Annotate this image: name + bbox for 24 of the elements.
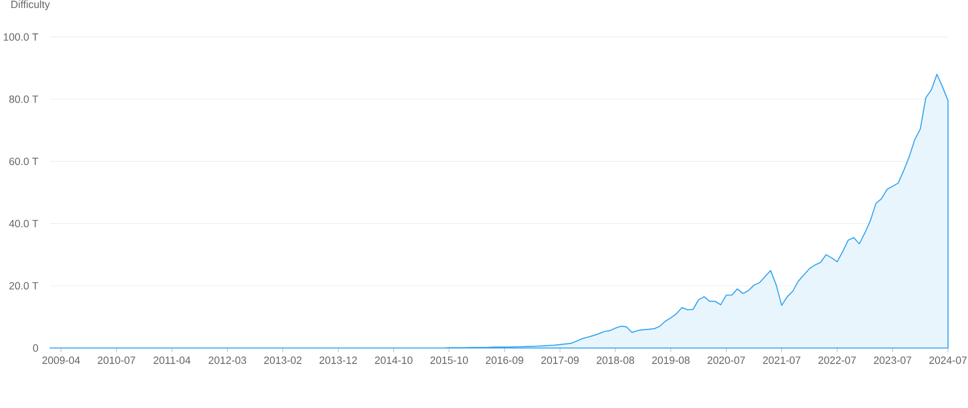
x-tick-label: 2022-07 [818,356,856,364]
x-tick-label: 2019-08 [652,356,690,364]
y-tick-label: 80.0 T [9,96,38,103]
x-tick-label: 2017-09 [541,356,579,364]
x-tick-label: 2018-08 [596,356,634,364]
y-tick-label: 20.0 T [9,282,38,290]
x-tick-label: 2024-07 [929,356,967,364]
y-tick-label: 100.0 T [4,33,38,41]
x-tick-label: 2013-12 [320,356,357,364]
y-axis-title: Difficulty [11,0,50,10]
x-tick-label: 2023-07 [874,356,912,364]
x-tick-label: 2014-10 [375,356,412,364]
x-tick-label: 2010-07 [98,356,136,364]
x-tick-label: 2012-03 [208,356,246,364]
x-tick-label: 2013-02 [264,356,302,364]
y-tick-label: 0 [33,344,38,352]
x-tick-label: 2021-07 [763,356,800,364]
x-tick-label: 2011-04 [154,356,190,364]
y-tick-label: 60.0 T [9,158,38,166]
x-tick-label: 2009-04 [42,356,80,364]
x-tick-label: 2016-09 [486,356,524,364]
x-tick-label: 2020-07 [708,356,745,364]
y-tick-label: 40.0 T [9,220,38,228]
x-tick-label: 2015-10 [430,356,468,364]
